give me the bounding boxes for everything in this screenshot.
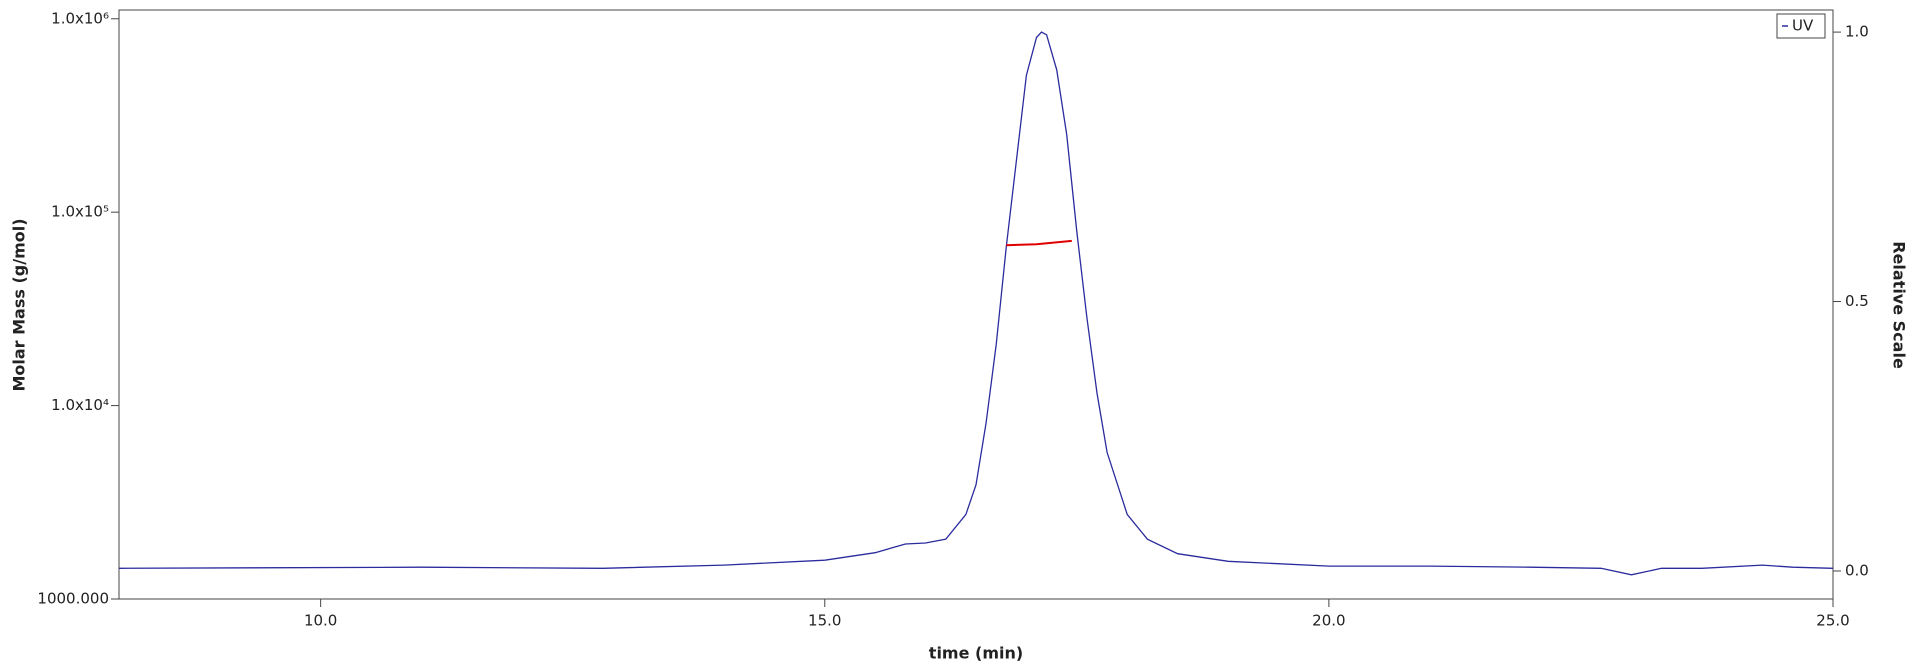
- y-axis-label: Molar Mass (g/mol): [10, 218, 29, 391]
- y-tick-label: 1.0x10⁵: [51, 203, 109, 221]
- y2-tick-label: 0.5: [1845, 292, 1869, 310]
- y2-axis-label: Relative Scale: [1890, 241, 1909, 369]
- plot-frame: [118, 9, 1834, 600]
- x-tick-label: 20.0: [1312, 612, 1345, 630]
- y-tick-label: 1000.000: [37, 590, 109, 608]
- y-tick-label: 1.0x10⁶: [51, 9, 109, 27]
- y-tick-label: 1.0x10⁴: [51, 396, 109, 414]
- x-tick-label: 10.0: [304, 612, 337, 630]
- legend-label: UV: [1792, 17, 1814, 35]
- series-line: [1006, 239, 1072, 247]
- series-line: [118, 31, 1834, 576]
- y2-tick-label: 1.0: [1845, 23, 1869, 41]
- y2-tick-label: 0.0: [1845, 561, 1869, 579]
- x-axis-label: time (min): [929, 644, 1023, 663]
- x-tick-label: 25.0: [1816, 612, 1849, 630]
- x-tick-label: 15.0: [808, 612, 841, 630]
